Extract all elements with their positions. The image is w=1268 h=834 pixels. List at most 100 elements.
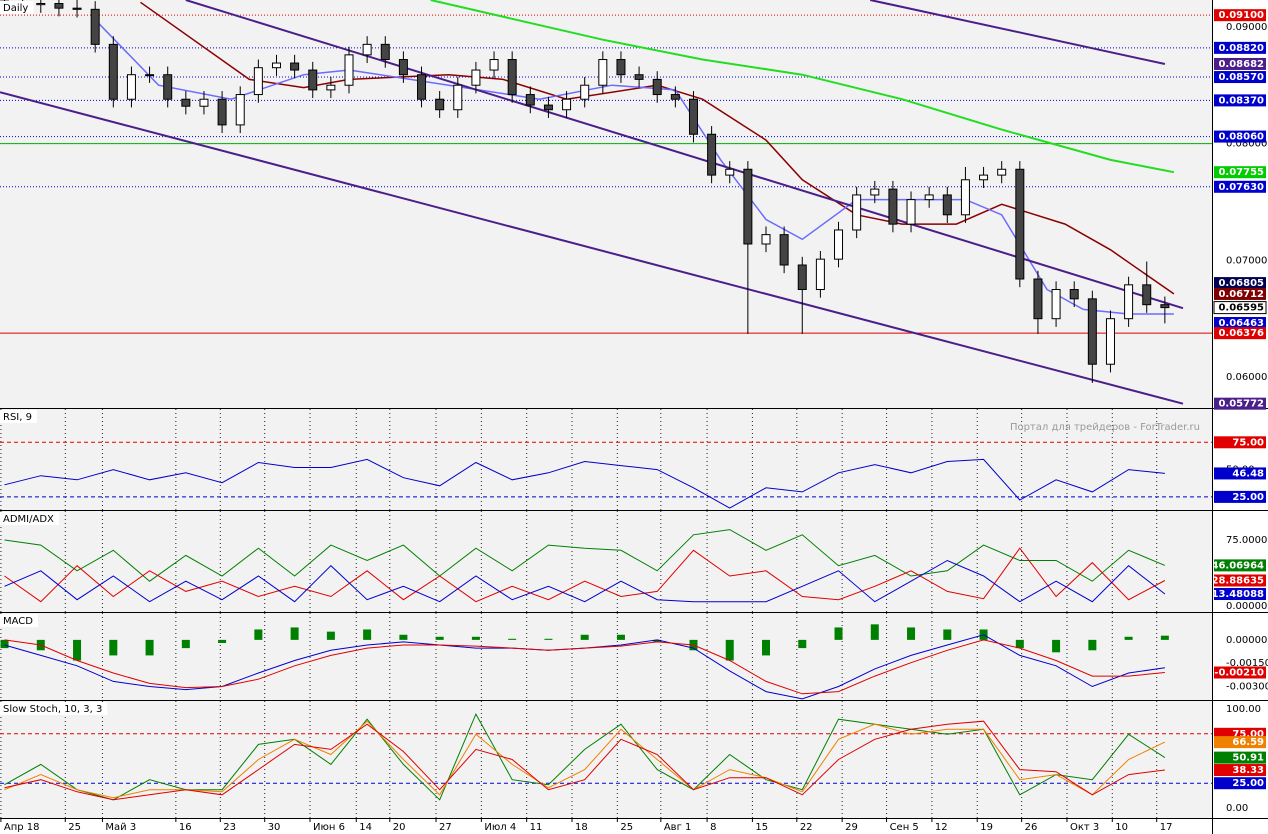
histogram-bar (616, 634, 625, 640)
x-tick-label: 11 (530, 822, 543, 833)
histogram-bar (798, 639, 807, 649)
price-marker-label: 50.91 (1232, 753, 1264, 764)
x-tick-label: 25 (68, 822, 81, 833)
x-tick-label: Окт 3 (1070, 822, 1099, 833)
price-marker-label: 25.00 (1232, 492, 1264, 503)
price-marker-label: 0.06712 (1218, 289, 1264, 300)
candle-body (906, 199, 916, 225)
x-tick-label: 17 (1160, 822, 1173, 833)
indicator-line (4, 720, 1165, 801)
panel-title: MACD (3, 616, 33, 627)
candle-body (725, 168, 735, 176)
indicator-line (0, 91, 1184, 405)
candle-body (834, 229, 844, 260)
candle-body (543, 104, 553, 111)
candle-body (743, 168, 753, 245)
candle-body (562, 98, 572, 111)
y-tick-label: -0.00300 (1226, 681, 1268, 692)
candle-body (1087, 298, 1097, 365)
histogram-bar (1088, 639, 1097, 651)
histogram-bar (326, 631, 335, 640)
candle-body (924, 194, 934, 201)
price-marker (1214, 327, 1266, 340)
price-marker (1214, 317, 1266, 330)
x-tick-label: 29 (845, 822, 858, 833)
x-tick-label: 30 (268, 822, 281, 833)
title-background (0, 512, 59, 525)
candle-body (145, 74, 155, 77)
x-tick-label: 22 (800, 822, 813, 833)
price-marker-label: 75.00 (1232, 729, 1264, 740)
title-background (0, 614, 38, 627)
x-tick-label: 19 (980, 822, 993, 833)
histogram-bar (1160, 635, 1169, 640)
histogram-bar (725, 639, 734, 661)
candle-body (1033, 278, 1043, 320)
candle-body (979, 174, 989, 181)
candle-body (1051, 289, 1061, 320)
x-tick-label: Июн 6 (313, 822, 345, 833)
y-tick-label: 0.07000 (1226, 255, 1267, 266)
price-marker (1214, 467, 1266, 480)
y-tick-label: 0.00000 (1226, 601, 1267, 612)
histogram-bar (218, 639, 227, 643)
candle-body (688, 98, 698, 135)
histogram-bar (435, 636, 444, 640)
price-marker (1214, 588, 1266, 601)
price-marker (1214, 287, 1266, 300)
price-marker-label: 66.59 (1232, 737, 1264, 748)
indicator-line (430, 0, 1175, 174)
candle-body (852, 194, 862, 231)
x-tick-label: Май 3 (105, 822, 136, 833)
price-marker-label: 0.08370 (1218, 95, 1264, 106)
candle-body (417, 74, 427, 100)
price-marker-label: 75.00 (1232, 437, 1264, 448)
x-tick-label: 23 (223, 822, 236, 833)
candle-body (1124, 284, 1134, 320)
candle-body (290, 62, 300, 71)
y-tick-label: 0.09000 (1226, 22, 1267, 33)
candle-body (1015, 168, 1025, 280)
price-marker (1214, 666, 1266, 679)
price-marker-label: 25.00 (1232, 778, 1264, 789)
price-marker (1214, 57, 1266, 70)
histogram-bar (870, 624, 879, 640)
candle-body (634, 74, 644, 80)
price-marker (1214, 71, 1266, 84)
histogram-bar (544, 638, 553, 640)
histogram-bar (254, 629, 263, 640)
candle-body (888, 188, 898, 225)
candle-body (815, 258, 825, 291)
price-marker (1214, 166, 1266, 179)
candle-body (54, 3, 64, 9)
indicator-line (140, 1, 1175, 295)
histogram-bar (653, 639, 662, 642)
panel: Портал для трейдеров - ForTrader.ru (0, 409, 1212, 510)
price-marker (1214, 574, 1266, 587)
x-tick-label: Авг 1 (664, 822, 692, 833)
price-marker (1214, 180, 1266, 193)
price-marker (1214, 777, 1266, 790)
panel-title: Daily (3, 3, 28, 14)
candle-body (199, 98, 209, 107)
candle-body (997, 168, 1007, 176)
price-marker (1214, 130, 1266, 143)
title-background (0, 1, 34, 14)
candle-body (326, 84, 336, 91)
price-marker (1214, 764, 1266, 777)
price-marker (1214, 490, 1266, 503)
y-tick-label: 100.00 (1226, 704, 1261, 715)
price-marker-label: 0.08682 (1218, 59, 1264, 70)
x-tick-label: 25 (620, 822, 633, 833)
panel (0, 511, 1166, 612)
x-tick-label: 26 (1025, 822, 1038, 833)
price-marker-label: 28.88635 (1211, 575, 1264, 586)
histogram-bar (508, 638, 517, 640)
price-marker-label: 0.06376 (1218, 328, 1264, 339)
price-marker (1213, 301, 1267, 315)
x-tick-label: Апр 18 (4, 822, 40, 833)
x-tick-label: 8 (710, 822, 716, 833)
price-marker-label: 38.33 (1232, 765, 1264, 776)
title-background (0, 410, 37, 423)
